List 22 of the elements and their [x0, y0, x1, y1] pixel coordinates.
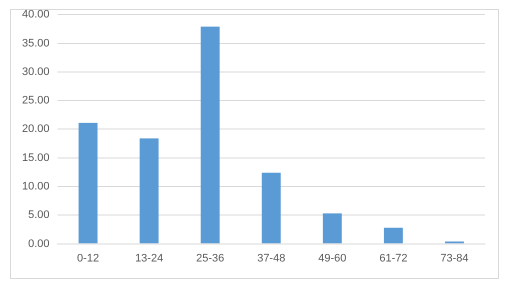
y-tick-label: 40.00: [22, 8, 50, 21]
y-tick-label: 0.00: [28, 238, 50, 250]
y-tick-label: 20.00: [22, 123, 50, 136]
y-tick-label: 5.00: [28, 209, 50, 222]
bar: [322, 213, 342, 244]
bar: [78, 122, 98, 244]
bar: [140, 138, 159, 244]
y-tick-label: 25.00: [22, 94, 50, 107]
x-tick-label: 13-24: [135, 252, 164, 264]
x-tick-label: 61-72: [379, 252, 408, 264]
x-tick-label: 25-36: [196, 252, 224, 264]
x-tick-label: 73-84: [440, 252, 469, 264]
y-tick-label: 35.00: [22, 37, 50, 50]
y-tick-label: 10.00: [22, 180, 50, 193]
bar: [262, 172, 281, 244]
y-tick-label: 15.00: [22, 152, 50, 164]
y-tick-label: 30.00: [22, 66, 50, 78]
x-tick-label: 37-48: [257, 252, 286, 264]
x-tick-label: 0-12: [77, 252, 100, 264]
bar: [384, 228, 403, 244]
bar: [200, 26, 220, 244]
x-tick-label: 49-60: [318, 252, 346, 264]
